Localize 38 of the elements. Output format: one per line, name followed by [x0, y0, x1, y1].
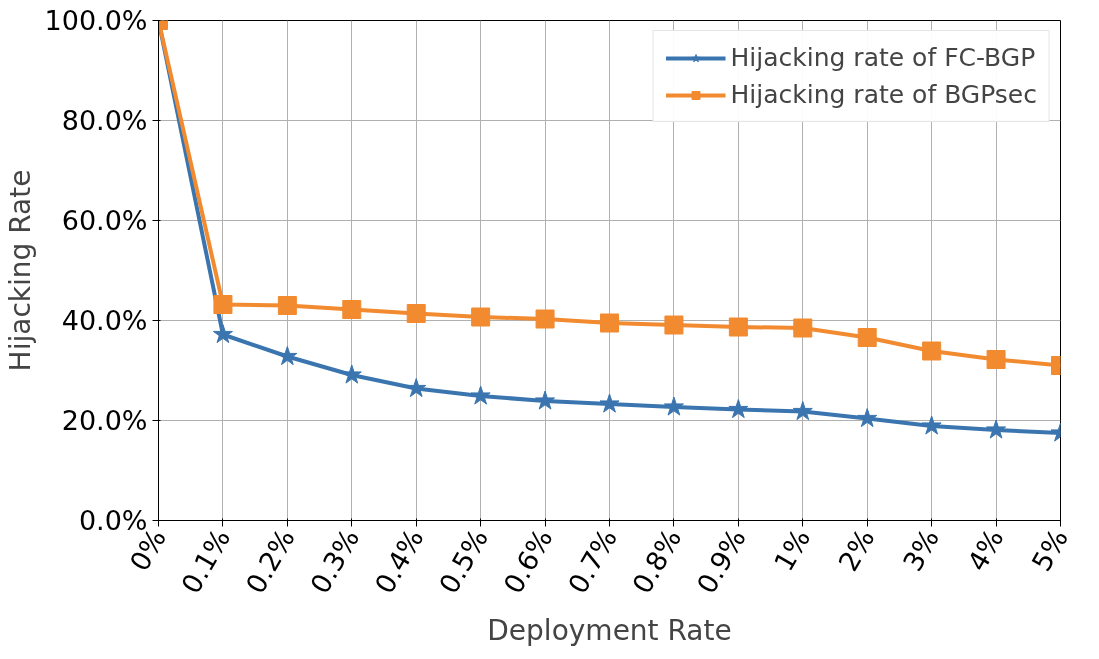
point — [535, 309, 555, 329]
point — [213, 295, 233, 314]
point — [857, 328, 877, 347]
point — [728, 317, 748, 337]
point — [663, 396, 684, 416]
legend-label: Hijacking rate of FC-BGP — [730, 43, 1036, 72]
point — [471, 307, 491, 327]
x-tick-label: 4% — [961, 523, 1010, 577]
point — [535, 390, 556, 410]
point — [792, 401, 813, 421]
point — [599, 393, 620, 413]
point — [342, 300, 362, 319]
y-tick-label: 60.0% — [61, 205, 148, 236]
x-tick-label: 3% — [896, 523, 946, 577]
y-tick-label: 100.0% — [44, 5, 148, 36]
x-axis-title: Deployment Rate — [487, 614, 732, 648]
y-tick-label: 40.0% — [61, 305, 148, 336]
point — [986, 350, 1006, 369]
x-tick-label: 1% — [767, 523, 817, 577]
point — [986, 419, 1007, 439]
point — [728, 399, 749, 419]
point — [470, 385, 491, 405]
point — [921, 415, 942, 435]
x-tick-label: 2% — [832, 523, 881, 577]
point — [277, 296, 297, 315]
legend-label: Hijacking rate of BGPsec — [730, 80, 1037, 109]
point — [406, 378, 427, 398]
point — [406, 304, 426, 323]
point — [600, 313, 619, 333]
point — [664, 315, 684, 335]
y-tick-label: 20.0% — [61, 405, 148, 436]
point — [793, 318, 813, 338]
point — [212, 324, 233, 344]
point — [922, 341, 942, 361]
y-axis-title: Hijacking Rate — [3, 169, 37, 372]
point — [857, 408, 878, 428]
x-tick-label: 5% — [1025, 523, 1074, 577]
y-tick-label: 80.0% — [61, 105, 148, 136]
